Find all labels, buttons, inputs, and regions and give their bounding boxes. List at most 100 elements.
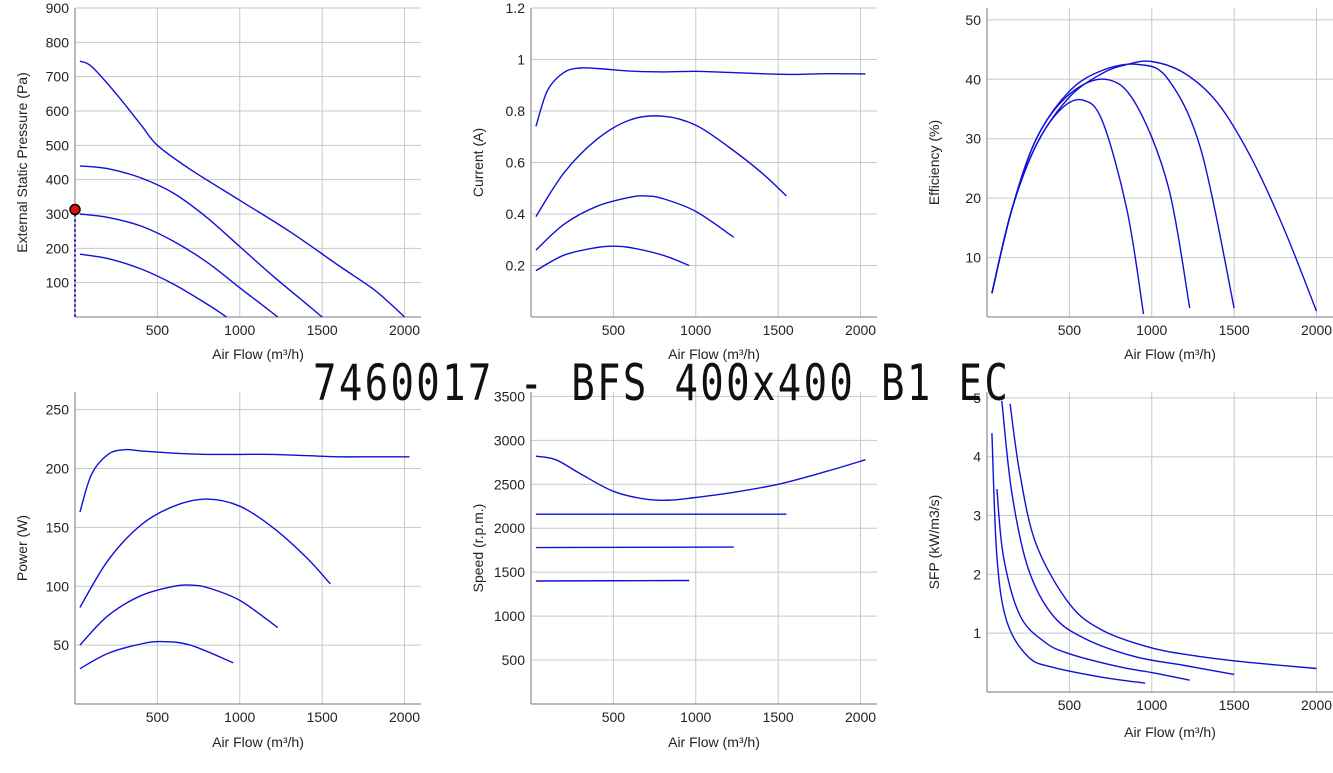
y-axis-label: Current (A) [470,128,486,197]
y-tick-label: 800 [46,34,70,50]
x-axis-label: Air Flow (m³/h) [212,734,304,750]
series-curve-2 [79,165,323,318]
y-tick-label: 1.2 [506,0,526,16]
y-tick-label: 3000 [494,432,525,448]
y-tick-label: 1 [973,625,981,641]
series-curve-4 [535,245,690,272]
y-tick-label: 700 [46,69,70,85]
y-tick-label: 600 [46,103,70,119]
chart-3: 500 1000 1500 2000 10 20 30 40 50 Air Flow (m³/h)… [926,8,1333,362]
series-curve-4 [991,433,1146,684]
y-tick-label: 40 [965,71,981,87]
y-axis-label: Speed (r.p.m.) [470,504,486,593]
y-axis-label: SFP (kW/m3/s) [926,495,942,590]
series-curve-3 [79,213,279,318]
chart-5: 500 1000 1500 2000 500 1000 1500 2000 2500 3000 35… [470,388,877,750]
y-tick-label: 200 [46,240,70,256]
y-tick-label: 1500 [494,564,525,580]
x-tick-label: 1000 [1136,322,1167,338]
x-tick-label: 500 [1058,322,1082,338]
x-tick-label: 1500 [1219,322,1250,338]
y-tick-label: 20 [965,190,981,206]
y-axis-label: Power (W) [14,515,30,581]
y-tick-label: 2000 [494,520,525,536]
y-tick-label: 100 [46,275,70,291]
series-curve-3 [535,546,734,549]
y-tick-label: 900 [46,0,70,16]
y-tick-label: 0.8 [506,103,526,119]
y-tick-label: 250 [46,402,70,418]
series-curve-1 [79,448,410,513]
series-curve-1 [1009,403,1317,670]
y-tick-label: 0.2 [506,258,526,274]
y-tick-label: 1000 [494,608,525,624]
chart-4: 500 1000 1500 2000 50 100 150 200 250 Air Flow (m… [14,392,421,750]
x-tick-label: 1500 [1219,697,1250,713]
series-curve-1 [79,60,405,318]
y-tick-label: 0.4 [506,206,526,222]
x-tick-label: 1500 [307,709,338,725]
y-tick-label: 2 [973,566,981,582]
y-tick-label: 200 [46,461,70,477]
y-tick-label: 0.6 [506,155,526,171]
x-axis-label: Air Flow (m³/h) [668,734,760,750]
chart-1: 500 1000 1500 2000 100 200 300 400 500 600 700 800 9… [14,0,421,362]
series-curve-4 [991,98,1145,315]
x-tick-label: 500 [1058,697,1082,713]
series-curve-1 [991,60,1318,312]
y-tick-label: 5 [973,390,981,406]
x-tick-label: 2000 [389,322,420,338]
series-curve-4 [79,253,227,318]
y-tick-label: 3500 [494,388,525,404]
x-tick-label: 1500 [763,322,794,338]
chart-title: 7460017 - BFS 400x400 B1 EC [313,354,1011,412]
x-tick-label: 1000 [680,322,711,338]
series-curve-3 [991,78,1191,309]
x-tick-label: 2000 [845,709,876,725]
series-curve-3 [535,195,735,251]
series-curve-2 [79,498,331,608]
chart-2: 500 1000 1500 2000 0.2 0.4 0.6 0.8 1 1.2 Air Flow … [470,0,877,362]
y-axis-label: Efficiency (%) [926,120,942,205]
series-curve-3 [79,584,279,646]
y-tick-label: 10 [965,250,981,266]
x-tick-label: 2000 [1301,322,1332,338]
x-tick-label: 1000 [680,709,711,725]
x-tick-label: 500 [146,709,170,725]
x-tick-label: 1500 [307,322,338,338]
y-tick-label: 3 [973,508,981,524]
y-tick-label: 50 [53,637,69,653]
y-tick-label: 1 [517,52,525,68]
operating-point-marker [69,203,81,216]
y-tick-label: 4 [973,449,981,465]
series-curve-2 [1001,400,1235,676]
x-tick-label: 2000 [845,322,876,338]
x-tick-label: 2000 [389,709,420,725]
x-axis-label: Air Flow (m³/h) [1124,724,1216,740]
series-curve-4 [535,579,690,582]
y-tick-label: 2500 [494,476,525,492]
series-curve-2 [991,63,1235,309]
x-tick-label: 1500 [763,709,794,725]
y-tick-label: 50 [965,12,981,28]
y-tick-label: 300 [46,206,70,222]
x-tick-label: 1000 [224,709,255,725]
y-tick-label: 400 [46,172,70,188]
series-curve-4 [79,640,234,670]
x-tick-label: 2000 [1301,697,1332,713]
y-tick-label: 30 [965,131,981,147]
x-axis-label: Air Flow (m³/h) [1124,346,1216,362]
y-tick-label: 500 [502,652,526,668]
series-curve-1 [535,455,866,502]
y-tick-label: 150 [46,519,70,535]
x-tick-label: 1000 [1136,697,1167,713]
y-tick-label: 500 [46,137,70,153]
y-axis-label: External Static Pressure (Pa) [14,72,30,253]
series-curve-3 [996,489,1190,681]
x-axis-label: Air Flow (m³/h) [212,346,304,362]
x-axis-label: Air Flow (m³/h) [668,346,760,362]
series-curve-1 [535,67,866,127]
x-tick-label: 500 [602,322,626,338]
x-tick-label: 500 [602,709,626,725]
